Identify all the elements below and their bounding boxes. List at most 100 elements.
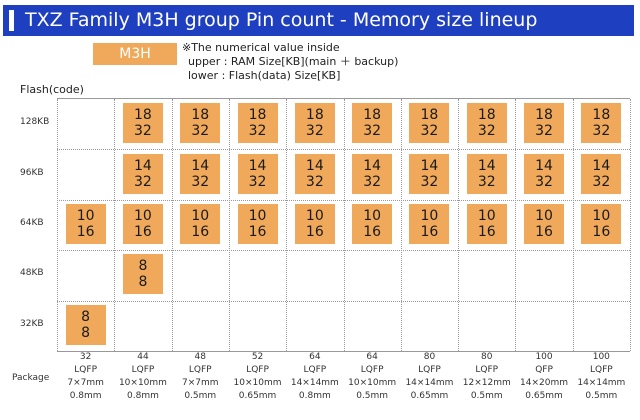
package-type: LQFP — [246, 365, 269, 375]
flash-data-size-value: 32 — [363, 173, 382, 190]
row-label: 96KB — [20, 167, 44, 178]
ram-size-value: 18 — [420, 107, 439, 124]
ram-size-value: 14 — [592, 157, 611, 174]
memory-cell: 18 32 — [524, 103, 565, 144]
package-pins: 52 — [251, 352, 264, 362]
ram-size-value: 10 — [363, 208, 382, 224]
package-type: LQFP — [475, 365, 499, 375]
package-column: 80 LQFP 14×14mm 0.65mm — [401, 351, 458, 403]
flash-data-size-value: 16 — [305, 224, 324, 240]
memory-cell: 10 16 — [122, 204, 163, 244]
package-size: 14×14mm — [290, 378, 339, 388]
grid-hline — [57, 250, 630, 252]
package-type: LQFP — [74, 365, 97, 375]
ram-size-value: 18 — [305, 107, 324, 124]
flash-data-size-value: 16 — [363, 224, 382, 240]
package-pins: 48 — [194, 352, 206, 362]
memory-cell: 18 32 — [294, 103, 335, 144]
ram-size-value: 18 — [477, 107, 496, 124]
flash-data-size-value: 32 — [191, 173, 210, 190]
package-pins: 64 — [366, 352, 378, 362]
ram-size-value: 10 — [134, 208, 152, 224]
ram-size-value: 14 — [305, 157, 324, 174]
grid-vline — [515, 99, 517, 351]
ram-size-value: 10 — [535, 208, 553, 224]
ram-size-value: 10 — [191, 208, 210, 224]
grid-vline — [171, 99, 173, 351]
package-type: LQFP — [303, 365, 327, 375]
flash-data-size-value: 16 — [592, 224, 611, 240]
package-pitch: 0.65mm — [525, 391, 563, 401]
package-pins: 32 — [79, 352, 92, 362]
memory-cell: 14 32 — [409, 153, 450, 194]
package-type: LQFP — [418, 365, 441, 375]
row-label: 48KB — [20, 268, 44, 279]
flash-data-size-value: 32 — [592, 123, 611, 140]
memory-cell: 10 16 — [581, 204, 622, 244]
ram-size-value: 10 — [477, 208, 496, 224]
package-column: 48 LQFP 7×7mm 0.5mm — [172, 351, 229, 403]
flash-data-size-value: 32 — [191, 123, 210, 140]
memory-cell: 14 32 — [352, 153, 393, 194]
flash-data-size-value: 32 — [477, 123, 496, 140]
package-pins: 100 — [535, 352, 553, 362]
package-pitch: 0.5mm — [356, 391, 389, 401]
ram-size-value: 8 — [81, 308, 91, 325]
grid-vline — [343, 99, 345, 351]
ram-size-value: 18 — [535, 107, 553, 124]
flash-data-size-value: 32 — [535, 123, 553, 140]
package-type: LQFP — [589, 365, 613, 375]
flash-data-size-value: 16 — [420, 224, 439, 240]
memory-cell: 10 16 — [65, 204, 106, 244]
memory-cell: 18 32 — [409, 103, 450, 144]
flash-data-size-value: 16 — [535, 224, 553, 240]
ram-size-value: 18 — [592, 107, 611, 124]
package-column: 100 LQFP 14×14mm 0.5mm — [573, 351, 630, 403]
flash-data-size-value: 32 — [363, 123, 382, 140]
flash-data-size-value: 16 — [191, 224, 210, 240]
package-size: 14×14mm — [405, 378, 454, 388]
memory-cell: 14 32 — [122, 153, 163, 194]
flash-data-size-value: 32 — [305, 123, 324, 140]
legend-note-line1: ※The numerical value inside — [182, 41, 340, 54]
page-title: TXZ Family M3H group Pin count - Memory … — [25, 9, 538, 31]
package-pins: 44 — [137, 352, 149, 362]
memory-cell: 14 32 — [294, 153, 335, 194]
flash-data-size-value: 32 — [592, 173, 611, 190]
ram-size-value: 14 — [191, 157, 210, 174]
package-pitch: 0.5mm — [184, 391, 217, 401]
ram-size-value: 14 — [420, 157, 439, 174]
ram-size-value: 14 — [477, 157, 496, 174]
ram-size-value: 14 — [535, 157, 553, 174]
grid-hline — [57, 300, 630, 302]
package-pitch: 0.65mm — [410, 391, 449, 401]
memory-cell: 10 16 — [524, 204, 565, 244]
flash-data-size-value: 32 — [134, 173, 152, 190]
flash-data-size-value: 32 — [420, 123, 439, 140]
title-bar: TXZ Family M3H group Pin count - Memory … — [3, 5, 634, 36]
package-pitch: 0.8mm — [298, 391, 331, 401]
memory-cell: 14 32 — [581, 153, 622, 194]
ram-size-value: 10 — [420, 208, 439, 224]
package-size: 7×7mm — [67, 378, 104, 388]
ram-size-value: 18 — [191, 107, 210, 124]
package-pitch: 0.65mm — [238, 391, 277, 401]
memory-cell: 14 32 — [524, 153, 565, 194]
memory-cell: 14 32 — [237, 153, 278, 194]
lineup-grid — [57, 98, 631, 352]
package-type: LQFP — [131, 365, 155, 375]
memory-cell: 10 16 — [352, 204, 393, 244]
package-column: 64 LQFP 10×10mm 0.5mm — [344, 351, 401, 403]
flash-data-size-value: 32 — [420, 173, 439, 190]
ram-size-value: 14 — [363, 157, 382, 174]
grid-vline — [630, 99, 631, 351]
flash-data-size-value: 32 — [477, 173, 496, 190]
memory-cell: 18 32 — [581, 103, 622, 144]
ram-size-value: 10 — [76, 208, 95, 224]
package-type: LQFP — [360, 365, 384, 375]
package-pitch: 0.5mm — [470, 391, 503, 401]
grid-vline — [458, 99, 460, 351]
package-type: LQFP — [188, 365, 212, 375]
memory-cell: 10 16 — [409, 204, 450, 244]
memory-cell: 14 32 — [466, 153, 507, 194]
